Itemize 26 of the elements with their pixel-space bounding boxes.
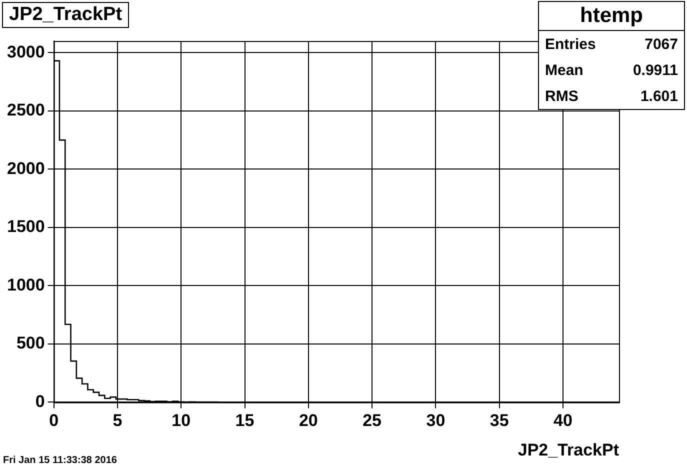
x-tick-label: 35 — [490, 411, 509, 430]
y-tick-label: 1500 — [6, 217, 45, 236]
x-tick-label: 10 — [172, 411, 191, 430]
y-tick-label: 2000 — [6, 158, 45, 178]
text: 0.9911 — [632, 62, 678, 79]
chart-title: JP2_TrackPt — [2, 2, 130, 28]
y-tick-label: 500 — [16, 334, 45, 353]
x-tick-label: 30 — [426, 411, 446, 430]
annotation: Entries — [545, 36, 596, 53]
x-tick-label: 15 — [235, 411, 254, 430]
x-tick-label: 25 — [362, 411, 382, 430]
annotation: Mean — [545, 62, 584, 79]
text: htemp — [539, 2, 684, 31]
text: 1.601 — [640, 88, 678, 105]
x-tick-label: 20 — [298, 411, 318, 430]
text: 7067 — [644, 36, 678, 53]
x-axis-title: JP2_TrackPt — [518, 440, 620, 460]
annotation: RMS — [545, 88, 578, 105]
y-tick-label: 0 — [35, 392, 45, 411]
text: Fri Jan 15 11:33:38 2016 — [3, 455, 117, 466]
x-tick-label: 40 — [554, 411, 572, 430]
y-tick-label: 2500 — [6, 100, 45, 120]
x-tick-label: 0 — [49, 411, 59, 430]
y-tick-label: 1000 — [6, 275, 45, 294]
y-tick-label: 3000 — [6, 42, 45, 62]
x-tick-label: 5 — [112, 411, 122, 430]
